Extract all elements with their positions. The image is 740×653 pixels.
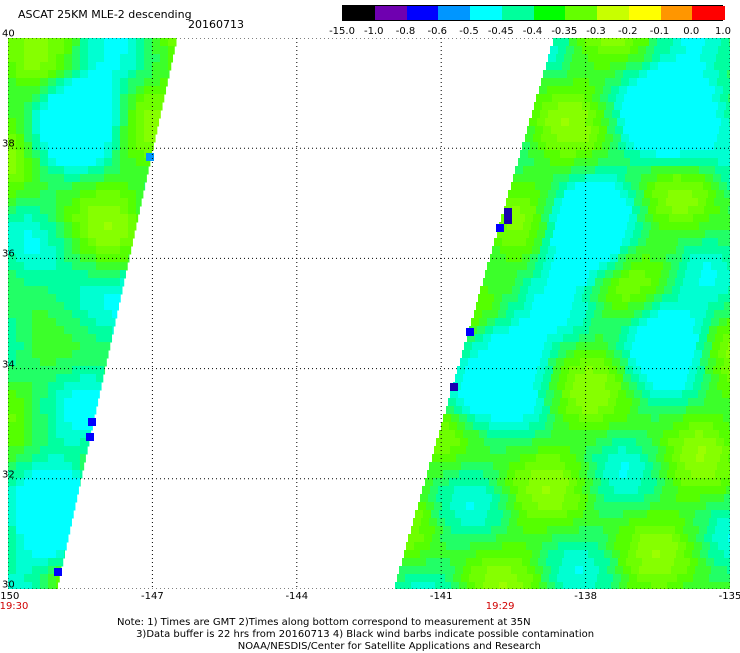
longitude-tick-label: -150 xyxy=(0,591,20,602)
color-scale-label: -15.0 xyxy=(329,26,355,37)
color-scale-label: -0.45 xyxy=(487,26,514,37)
latitude-tick-label: 40 xyxy=(2,28,15,40)
color-scale-label: 0.0 xyxy=(683,26,700,37)
color-scale-label: -1.0 xyxy=(363,26,384,37)
color-scale-segment xyxy=(692,6,725,20)
note-line-2: 3)Data buffer is 22 hrs from 20160713 4)… xyxy=(117,629,595,640)
latitude-tick-label: 36 xyxy=(2,248,15,260)
scatterometer-swaths xyxy=(8,38,730,589)
longitude-tick-label: -138 xyxy=(574,591,597,602)
note-line-3: NOAA/NESDIS/Center for Satellite Applica… xyxy=(117,641,541,652)
map-date: 20160713 xyxy=(188,18,244,31)
color-scale-segment xyxy=(501,6,534,20)
color-scale-label: -0.5 xyxy=(459,26,479,37)
longitude-tick-label: -141 xyxy=(429,591,453,602)
map-title: ASCAT 25KM MLE-2 descending xyxy=(18,8,192,21)
map-grid xyxy=(8,38,730,589)
color-scale-segment xyxy=(374,6,407,20)
latitude-tick-label: 34 xyxy=(2,359,15,371)
color-scale-label: -0.8 xyxy=(395,26,416,37)
note-line-1: Note: 1) Times are GMT 2)Times along bot… xyxy=(117,617,531,628)
longitude-tick-label: -144 xyxy=(285,591,309,602)
latitude-tick-label: 32 xyxy=(2,469,15,481)
color-scale-segment xyxy=(628,6,661,20)
latitude-tick-label: 38 xyxy=(2,138,15,150)
color-scale-label: 1.0 xyxy=(715,26,731,37)
color-scale-segment xyxy=(597,6,630,20)
pass-time-label: 19:29 xyxy=(485,601,515,612)
color-scale-label: -0.6 xyxy=(427,26,448,37)
color-scale-segment xyxy=(660,6,693,20)
color-scale-segment xyxy=(533,6,566,20)
color-scale-label: -0.1 xyxy=(649,26,670,37)
color-scale-bar xyxy=(342,5,725,21)
longitude-tick-label: -147 xyxy=(141,591,164,602)
pass-time-label: 19:30 xyxy=(0,601,29,612)
color-scale-segment xyxy=(565,6,598,20)
footnote: Note: 1) Times are GMT 2)Times along bot… xyxy=(117,617,594,653)
wind-map xyxy=(8,38,730,589)
color-scale-segment xyxy=(406,6,439,20)
color-scale-label: -0.2 xyxy=(617,26,638,37)
color-scale-label: -0.3 xyxy=(586,26,606,37)
color-scale-label: -0.4 xyxy=(522,26,543,37)
color-scale-segment xyxy=(438,6,471,20)
latitude-tick-label: 30 xyxy=(2,579,15,591)
color-scale-label: -0.35 xyxy=(551,26,578,37)
color-scale-segment xyxy=(343,6,376,20)
color-scale-segment xyxy=(470,6,503,20)
longitude-tick-label: -135 xyxy=(718,591,740,602)
